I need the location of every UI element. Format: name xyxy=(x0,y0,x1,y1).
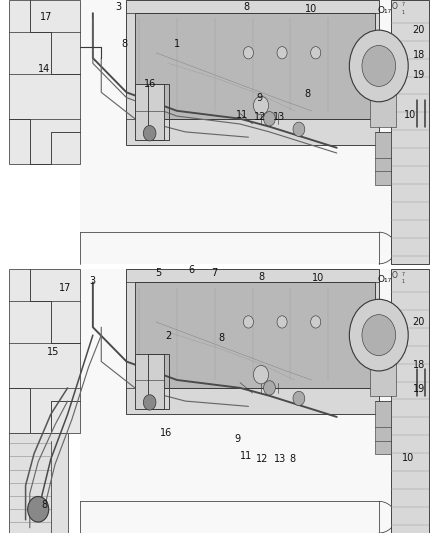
Circle shape xyxy=(28,496,49,522)
Text: 16: 16 xyxy=(144,79,156,90)
Bar xyxy=(135,282,374,388)
Circle shape xyxy=(350,30,408,102)
Text: 7: 7 xyxy=(402,2,405,7)
Text: 12: 12 xyxy=(256,454,268,464)
Text: 1: 1 xyxy=(402,279,405,284)
Bar xyxy=(392,269,429,533)
Bar xyxy=(374,401,392,454)
Bar xyxy=(135,13,374,119)
Text: 10: 10 xyxy=(305,4,318,14)
Bar xyxy=(286,21,324,106)
Text: 13: 13 xyxy=(274,454,286,464)
Text: 11: 11 xyxy=(236,110,248,120)
Text: 8: 8 xyxy=(290,454,296,464)
Text: 10: 10 xyxy=(404,110,417,120)
Text: 8: 8 xyxy=(304,88,311,99)
Text: 17: 17 xyxy=(59,282,72,293)
Bar xyxy=(286,290,324,375)
Text: 7: 7 xyxy=(402,271,405,277)
Polygon shape xyxy=(80,0,429,264)
Text: 19: 19 xyxy=(413,384,425,394)
Text: 16: 16 xyxy=(160,428,173,438)
Polygon shape xyxy=(9,269,80,433)
Bar xyxy=(194,21,232,106)
Circle shape xyxy=(293,391,305,406)
Text: 18: 18 xyxy=(413,51,425,60)
Circle shape xyxy=(350,300,408,371)
Text: 17: 17 xyxy=(40,12,53,22)
Polygon shape xyxy=(9,433,67,533)
Bar xyxy=(240,290,278,375)
Bar xyxy=(194,290,232,375)
Circle shape xyxy=(293,122,305,136)
Text: O: O xyxy=(392,271,397,280)
Text: 9: 9 xyxy=(235,434,241,445)
Text: 3: 3 xyxy=(90,276,96,286)
Circle shape xyxy=(362,45,396,86)
Text: O₁₇: O₁₇ xyxy=(378,275,392,284)
Bar xyxy=(371,343,396,396)
Bar xyxy=(148,290,185,375)
Bar xyxy=(135,84,164,140)
Text: 8: 8 xyxy=(121,38,127,49)
Text: 20: 20 xyxy=(413,317,425,327)
Text: 10: 10 xyxy=(312,273,324,284)
Polygon shape xyxy=(127,0,379,145)
Text: 20: 20 xyxy=(413,26,425,35)
Text: 8: 8 xyxy=(258,272,264,282)
Text: 7: 7 xyxy=(212,268,218,278)
Text: 10: 10 xyxy=(402,453,414,463)
Text: 1: 1 xyxy=(174,38,180,49)
Circle shape xyxy=(311,46,321,59)
Text: 12: 12 xyxy=(254,111,266,122)
Text: 3: 3 xyxy=(115,2,121,12)
Circle shape xyxy=(277,316,287,328)
Text: 8: 8 xyxy=(218,333,224,343)
Polygon shape xyxy=(80,269,429,533)
Text: 1: 1 xyxy=(402,10,405,15)
Text: 5: 5 xyxy=(155,268,161,278)
Circle shape xyxy=(244,46,254,59)
Circle shape xyxy=(277,46,287,59)
Circle shape xyxy=(254,96,268,115)
Text: 8: 8 xyxy=(243,2,249,12)
Text: 8: 8 xyxy=(42,499,48,510)
Text: 14: 14 xyxy=(39,63,51,74)
Bar xyxy=(148,21,185,106)
Circle shape xyxy=(143,126,156,141)
Text: 2: 2 xyxy=(166,332,172,342)
Text: 9: 9 xyxy=(256,93,262,103)
Bar xyxy=(374,132,392,185)
Circle shape xyxy=(254,366,268,384)
Circle shape xyxy=(362,314,396,356)
Circle shape xyxy=(311,316,321,328)
Polygon shape xyxy=(127,269,379,414)
Text: 19: 19 xyxy=(413,70,425,80)
Text: 15: 15 xyxy=(47,348,59,357)
Bar xyxy=(135,353,164,409)
Bar xyxy=(240,21,278,106)
Circle shape xyxy=(143,395,156,410)
Bar xyxy=(371,74,396,127)
Circle shape xyxy=(244,316,254,328)
Circle shape xyxy=(264,381,276,395)
Text: 13: 13 xyxy=(272,111,285,122)
Bar xyxy=(392,0,429,264)
Polygon shape xyxy=(9,0,80,164)
Text: 11: 11 xyxy=(240,451,252,462)
Text: O₁₇: O₁₇ xyxy=(378,6,392,15)
Text: 18: 18 xyxy=(413,360,425,370)
Circle shape xyxy=(264,111,276,126)
Text: 6: 6 xyxy=(189,265,195,276)
Text: O: O xyxy=(392,2,397,11)
